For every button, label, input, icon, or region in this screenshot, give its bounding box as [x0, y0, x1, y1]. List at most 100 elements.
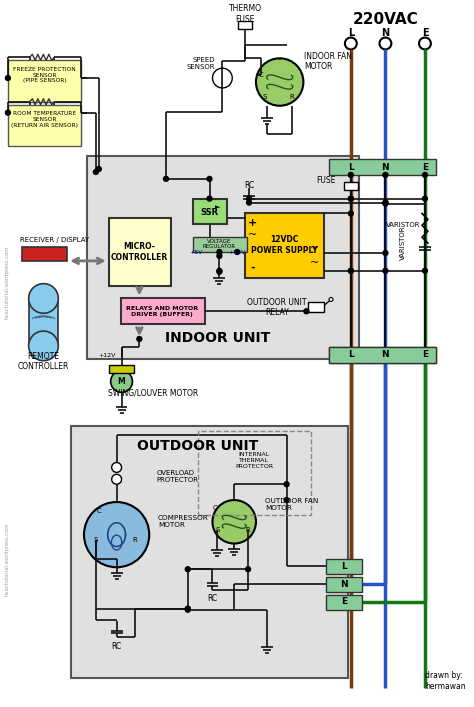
Text: drawn by:
hermawan: drawn by: hermawan: [425, 671, 465, 691]
Circle shape: [28, 284, 58, 313]
Bar: [8, 60, 81, 102]
Circle shape: [212, 500, 256, 544]
Bar: [193, 237, 247, 252]
Text: S: S: [263, 94, 267, 100]
Circle shape: [5, 110, 10, 115]
Text: ~: ~: [310, 243, 319, 253]
Text: L: L: [348, 350, 354, 359]
Circle shape: [185, 607, 190, 612]
Circle shape: [185, 567, 190, 572]
Text: N: N: [340, 580, 348, 588]
Text: OVERLOAD
PROTECTOR: OVERLOAD PROTECTOR: [156, 470, 198, 483]
Circle shape: [5, 76, 10, 81]
Circle shape: [284, 481, 289, 486]
Text: E: E: [422, 28, 428, 37]
Circle shape: [164, 176, 168, 181]
Circle shape: [217, 268, 222, 273]
Text: 220VAC: 220VAC: [353, 12, 418, 28]
Circle shape: [207, 196, 212, 201]
Circle shape: [383, 200, 388, 205]
Bar: [28, 298, 58, 346]
Text: MICRO-
CONTROLLER: MICRO- CONTROLLER: [111, 243, 168, 262]
Text: S: S: [215, 527, 219, 532]
Text: +: +: [248, 218, 258, 228]
Text: N: N: [382, 163, 389, 172]
Text: +12V: +12V: [99, 354, 116, 358]
Text: SSR: SSR: [201, 208, 219, 217]
Text: RC: RC: [244, 181, 254, 190]
Text: L: L: [348, 28, 354, 37]
Text: N: N: [382, 28, 390, 37]
Text: ROOM TEMPERATURE
SENSOR
(RETURN AIR SENSOR): ROOM TEMPERATURE SENSOR (RETURN AIR SENS…: [11, 111, 78, 128]
Text: OUTDOOR UNIT: OUTDOOR UNIT: [137, 439, 258, 452]
Text: C: C: [258, 72, 263, 78]
Text: REMOTE
CONTROLLER: REMOTE CONTROLLER: [18, 352, 69, 371]
Text: E: E: [422, 350, 428, 359]
Bar: [326, 577, 362, 592]
Text: INDOOR UNIT: INDOOR UNIT: [165, 331, 270, 345]
Circle shape: [256, 58, 303, 106]
Circle shape: [422, 173, 428, 177]
Bar: [109, 365, 135, 373]
Text: FUSE: FUSE: [316, 176, 336, 185]
Circle shape: [380, 37, 392, 49]
Text: INTERNAL
THERMAL
PROTECTOR: INTERNAL THERMAL PROTECTOR: [235, 452, 273, 469]
Text: SPEED
SENSOR: SPEED SENSOR: [187, 57, 216, 70]
Text: -: -: [251, 263, 255, 273]
Text: hvactutorial.wordpress.com: hvactutorial.wordpress.com: [4, 246, 9, 320]
Bar: [245, 214, 324, 278]
Circle shape: [217, 269, 222, 274]
Text: L: L: [348, 163, 354, 172]
Bar: [329, 159, 436, 175]
Text: C: C: [96, 508, 101, 514]
Text: +12V: +12V: [228, 250, 246, 255]
Circle shape: [246, 200, 252, 205]
Circle shape: [137, 337, 142, 341]
Circle shape: [96, 167, 101, 172]
Bar: [8, 105, 81, 146]
Text: N: N: [382, 350, 389, 359]
Text: S: S: [94, 537, 98, 542]
Circle shape: [383, 250, 388, 255]
Text: RC: RC: [207, 595, 218, 603]
Text: E: E: [341, 597, 347, 607]
Bar: [329, 347, 436, 363]
Circle shape: [383, 268, 388, 273]
Bar: [71, 426, 348, 678]
Bar: [238, 21, 252, 29]
Text: ►: ►: [215, 204, 220, 211]
Text: OUTDOOR FAN
MOTOR: OUTDOOR FAN MOTOR: [265, 498, 318, 511]
Circle shape: [207, 176, 212, 181]
Bar: [22, 247, 67, 261]
Text: R: R: [132, 537, 137, 542]
Circle shape: [217, 254, 222, 259]
Text: COMPRESSOR
MOTOR: COMPRESSOR MOTOR: [158, 515, 209, 528]
Circle shape: [348, 268, 353, 273]
Circle shape: [93, 170, 98, 175]
Bar: [120, 298, 205, 324]
Bar: [344, 182, 358, 189]
Text: SWING/LOUVER MOTOR: SWING/LOUVER MOTOR: [108, 389, 198, 398]
Bar: [309, 303, 324, 312]
Text: R: R: [289, 94, 294, 100]
Text: L: L: [341, 562, 347, 571]
Text: OUTDOOR UNIT
RELAY: OUTDOOR UNIT RELAY: [247, 298, 307, 317]
Text: THERMO
FUSE: THERMO FUSE: [228, 4, 262, 23]
Bar: [109, 218, 171, 286]
Bar: [193, 199, 228, 224]
Circle shape: [304, 309, 309, 314]
Circle shape: [84, 502, 149, 567]
Circle shape: [185, 607, 190, 612]
Circle shape: [383, 201, 388, 206]
Circle shape: [112, 474, 121, 484]
Circle shape: [284, 498, 289, 503]
Bar: [87, 156, 359, 358]
Circle shape: [185, 607, 190, 612]
Text: RC: RC: [111, 642, 122, 651]
Circle shape: [246, 196, 252, 201]
Text: ~: ~: [248, 230, 258, 240]
Circle shape: [217, 250, 222, 255]
Circle shape: [422, 268, 428, 273]
Text: INDOOR FAN
MOTOR: INDOOR FAN MOTOR: [304, 52, 352, 71]
Circle shape: [348, 268, 353, 273]
